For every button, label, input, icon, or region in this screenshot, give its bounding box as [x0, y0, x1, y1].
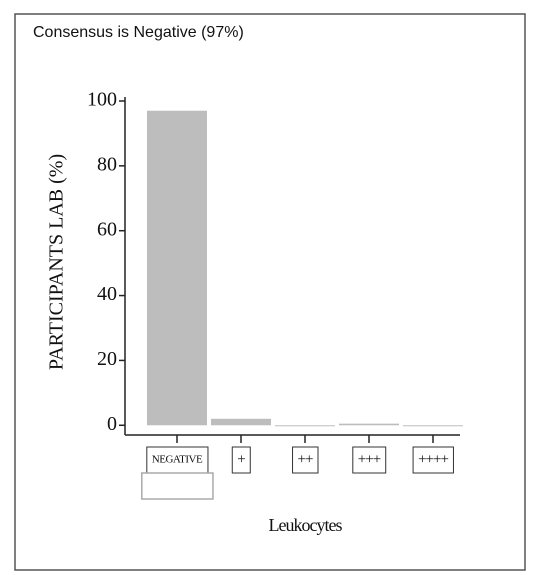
x-tick-label: +++ [358, 451, 381, 467]
bar [339, 423, 399, 426]
category-box [231, 446, 251, 474]
y-tick-label: 100 [87, 89, 117, 111]
x-tick-label: + [237, 451, 245, 467]
bar [275, 425, 335, 427]
y-tick-label: 80 [97, 153, 117, 175]
bar [211, 418, 271, 426]
y-tick-label: 0 [107, 413, 117, 435]
chart-title: Consensus is Negative (97%) [33, 24, 244, 41]
category-box [292, 446, 319, 474]
x-tick-label: ++++ [418, 451, 448, 467]
x-tick-label: NEGATIVE [152, 454, 203, 466]
category-box [412, 446, 454, 474]
y-tick-label: 60 [97, 218, 117, 240]
bar [403, 425, 463, 427]
bar [147, 110, 207, 426]
category-box-shadow [141, 472, 214, 500]
y-tick-label: 20 [97, 348, 117, 370]
y-tick-label: 40 [97, 283, 117, 305]
frame [14, 13, 526, 571]
x-axis-label: Leukocytes [269, 515, 343, 535]
category-box [352, 446, 387, 474]
y-axis-label: PARTICIPANTS LAB (%) [46, 154, 68, 370]
x-tick-label: ++ [298, 451, 313, 467]
